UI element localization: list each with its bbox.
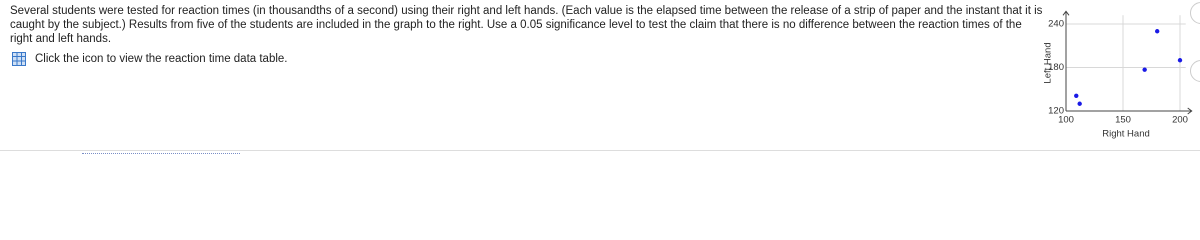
hint-text[interactable]: Click the icon to view the reaction time… [35,53,288,65]
problem-text: Several students were tested for reactio… [10,5,1043,45]
point [1077,101,1082,106]
y-tick-label: 120 [1048,106,1064,117]
tab-outline [82,153,240,158]
scatter-chart: Left Hand Right Hand 120 180 240 100 150 200 [1043,10,1193,140]
x-tick-label: 100 [1058,115,1074,126]
point [1177,58,1183,63]
point [1155,29,1160,34]
y-tick-label: 240 [1048,19,1064,30]
y-axis-label: Left Hand [1043,42,1054,83]
x-tick-label: 150 [1115,115,1131,126]
y-tick-label: 180 [1048,62,1064,73]
point [1074,93,1079,98]
x-tick-label: 200 [1172,115,1188,126]
divider [0,150,1200,151]
x-axis-label: Right Hand [1102,129,1150,140]
axis [1062,10,1193,115]
page: {"problem": {"text": "Several students w… [0,2,1200,158]
hint-row: Click the icon to view the reaction time… [12,52,288,66]
table-icon[interactable] [12,52,26,66]
point [1142,67,1147,72]
